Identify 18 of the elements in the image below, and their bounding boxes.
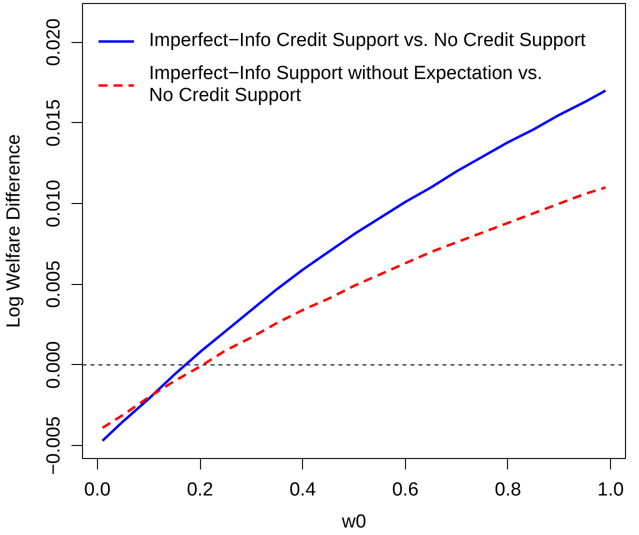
- x-tick-label: 0.8: [494, 480, 522, 500]
- x-axis-title: w0: [340, 512, 366, 532]
- x-tick-label: 1.0: [597, 480, 624, 500]
- legend-label: Imperfect−Info Support without Expectation vs. No Credit Support: [149, 63, 542, 107]
- x-tick-label: 0.6: [392, 480, 419, 500]
- y-axis-title: Log Welfare Difference: [4, 134, 24, 328]
- x-tick-label: 0.2: [186, 480, 214, 500]
- y-tick-label: 0.015: [44, 99, 64, 147]
- legend-label: Imperfect−Info Credit Support vs. No Credit Support: [149, 30, 586, 52]
- y-tick-label: 0.010: [44, 180, 64, 228]
- y-tick-label: 0.000: [44, 341, 64, 389]
- x-tick-label: 0.0: [84, 480, 111, 500]
- y-tick-label: 0.005: [44, 260, 64, 308]
- y-tick-label: 0.020: [44, 18, 64, 66]
- line-series: [101, 186, 607, 430]
- x-tick-label: 0.4: [289, 480, 316, 500]
- line-series: [101, 89, 607, 442]
- y-tick-label: −0.005: [44, 416, 64, 475]
